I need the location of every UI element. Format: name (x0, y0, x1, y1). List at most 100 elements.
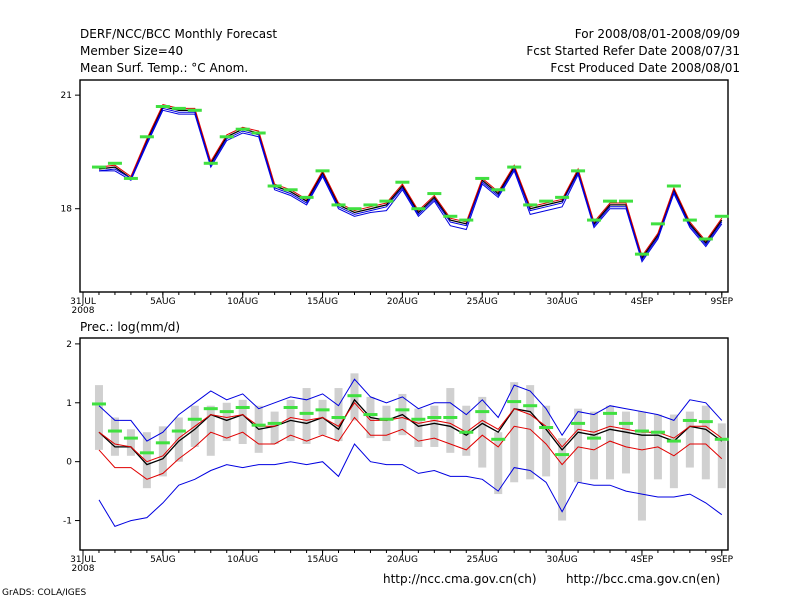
precip-spread-bar (526, 385, 535, 480)
temp-marker (139, 135, 154, 139)
precip-ytick-label: -1 (63, 517, 72, 527)
precip-series-member-blue-high (98, 378, 723, 442)
precip-spread-bar (222, 402, 231, 442)
precip-spread-bar (606, 405, 615, 480)
precip-marker (459, 430, 474, 434)
precip-xtick-label: 4SEP (631, 555, 654, 565)
precip-marker (155, 441, 170, 445)
precip-spread-bar (270, 411, 279, 444)
temp-marker (219, 135, 234, 139)
temp-marker (283, 188, 298, 192)
precip-spread-bar (414, 408, 423, 447)
precip-spread-bar (637, 411, 646, 521)
temp-marker (203, 161, 218, 165)
precip-spread-bar (558, 438, 567, 521)
temp-marker (507, 165, 522, 169)
temp-marker (634, 252, 649, 256)
precip-marker (618, 421, 633, 425)
footer-url-ncc: http://ncc.cma.gov.cn(ch) (383, 572, 537, 586)
precip-spread-bar (621, 411, 630, 474)
precip-xtick-label: 9SEP (711, 555, 734, 565)
precip-marker (91, 402, 106, 406)
temp-series-member-blue-upper (98, 107, 723, 261)
header-member-size: Member Size=40 (80, 44, 184, 58)
precip-marker (682, 418, 697, 422)
temp-series-member-red (98, 104, 723, 258)
precip-marker (714, 437, 729, 441)
precip-ytick-label: 1 (66, 399, 72, 409)
precip-panel-title: Prec.: log(mm/d) (80, 320, 181, 334)
temp-marker (618, 199, 633, 203)
temp-marker (315, 169, 330, 173)
precip-spread-bar (174, 417, 183, 462)
precip-spread-bar (542, 405, 551, 477)
temp-marker (587, 218, 602, 222)
precip-xtick-label: 25AUG (467, 555, 498, 565)
temp-marker (714, 214, 729, 218)
header-period: For 2008/08/01-2008/09/09 (574, 27, 740, 41)
temp-marker (379, 199, 394, 203)
precip-spread-bar (94, 385, 103, 450)
precip-marker (666, 439, 681, 443)
temp-marker (267, 184, 282, 188)
precip-marker (555, 453, 570, 457)
header-start-date: Fcst Started Refer Date 2008/07/31 (526, 44, 740, 58)
precip-marker (315, 408, 330, 412)
precip-xtick-label: 20AUG (387, 555, 418, 565)
precip-marker (331, 416, 346, 419)
precip-spread-bar (669, 414, 678, 489)
precip-xtick-label: 15AUG (307, 555, 338, 565)
precip-spread-bar (685, 411, 694, 468)
temp-marker (331, 203, 346, 207)
precip-marker (587, 436, 602, 440)
precip-xtick-label: 10AUG (227, 555, 258, 565)
temp-marker (459, 218, 474, 222)
temp-marker (682, 218, 697, 222)
temp-xtick-label: 4SEP (631, 297, 654, 307)
temp-marker (555, 195, 570, 199)
precip-spread-bar (478, 396, 487, 468)
temp-xtick-year: 2008 (72, 306, 95, 316)
footer-url-bcc: http://bcc.cma.gov.cn(en) (566, 572, 721, 586)
precip-marker (650, 430, 665, 434)
temp-ytick-label: 18 (61, 205, 73, 215)
precip-marker (411, 417, 426, 421)
precip-spread-bar (302, 388, 311, 444)
temp-marker (155, 105, 170, 108)
precip-marker (427, 416, 442, 419)
precip-spread-bar (717, 423, 726, 489)
precip-spread-bar (430, 405, 439, 447)
temp-marker (395, 180, 410, 184)
precip-ytick-label: 0 (66, 458, 72, 468)
precip-spread-bar (142, 432, 151, 489)
precip-marker (603, 411, 618, 415)
precip-marker (267, 421, 282, 425)
precip-marker (507, 400, 522, 404)
temp-series-member-blue-lower (99, 109, 723, 263)
precip-marker (379, 417, 394, 421)
precip-spread-bar (238, 399, 247, 444)
temp-marker (91, 165, 106, 169)
temp-marker (123, 176, 138, 180)
precip-marker (203, 407, 218, 411)
temp-xtick-label: 10AUG (227, 297, 258, 307)
precip-marker (139, 451, 154, 455)
precip-marker (107, 429, 122, 433)
temp-marker (491, 188, 506, 192)
precip-xtick-label: 31JUL (70, 555, 96, 565)
temp-xtick-label: 20AUG (387, 297, 418, 307)
precip-spread-bar (382, 405, 391, 442)
temp-marker (475, 176, 490, 180)
precip-marker (395, 408, 410, 412)
temp-marker (251, 131, 266, 135)
temp-marker (411, 207, 426, 211)
temp-marker (698, 237, 713, 241)
temp-marker (363, 203, 378, 207)
temp-xtick-label: 30AUG (547, 297, 578, 307)
precip-series-member-blue-low (98, 443, 723, 528)
temp-marker (235, 127, 250, 131)
precip-spread-bar (590, 411, 599, 480)
temp-marker (187, 108, 202, 112)
precip-xtick-label: 5AUG (150, 555, 175, 565)
